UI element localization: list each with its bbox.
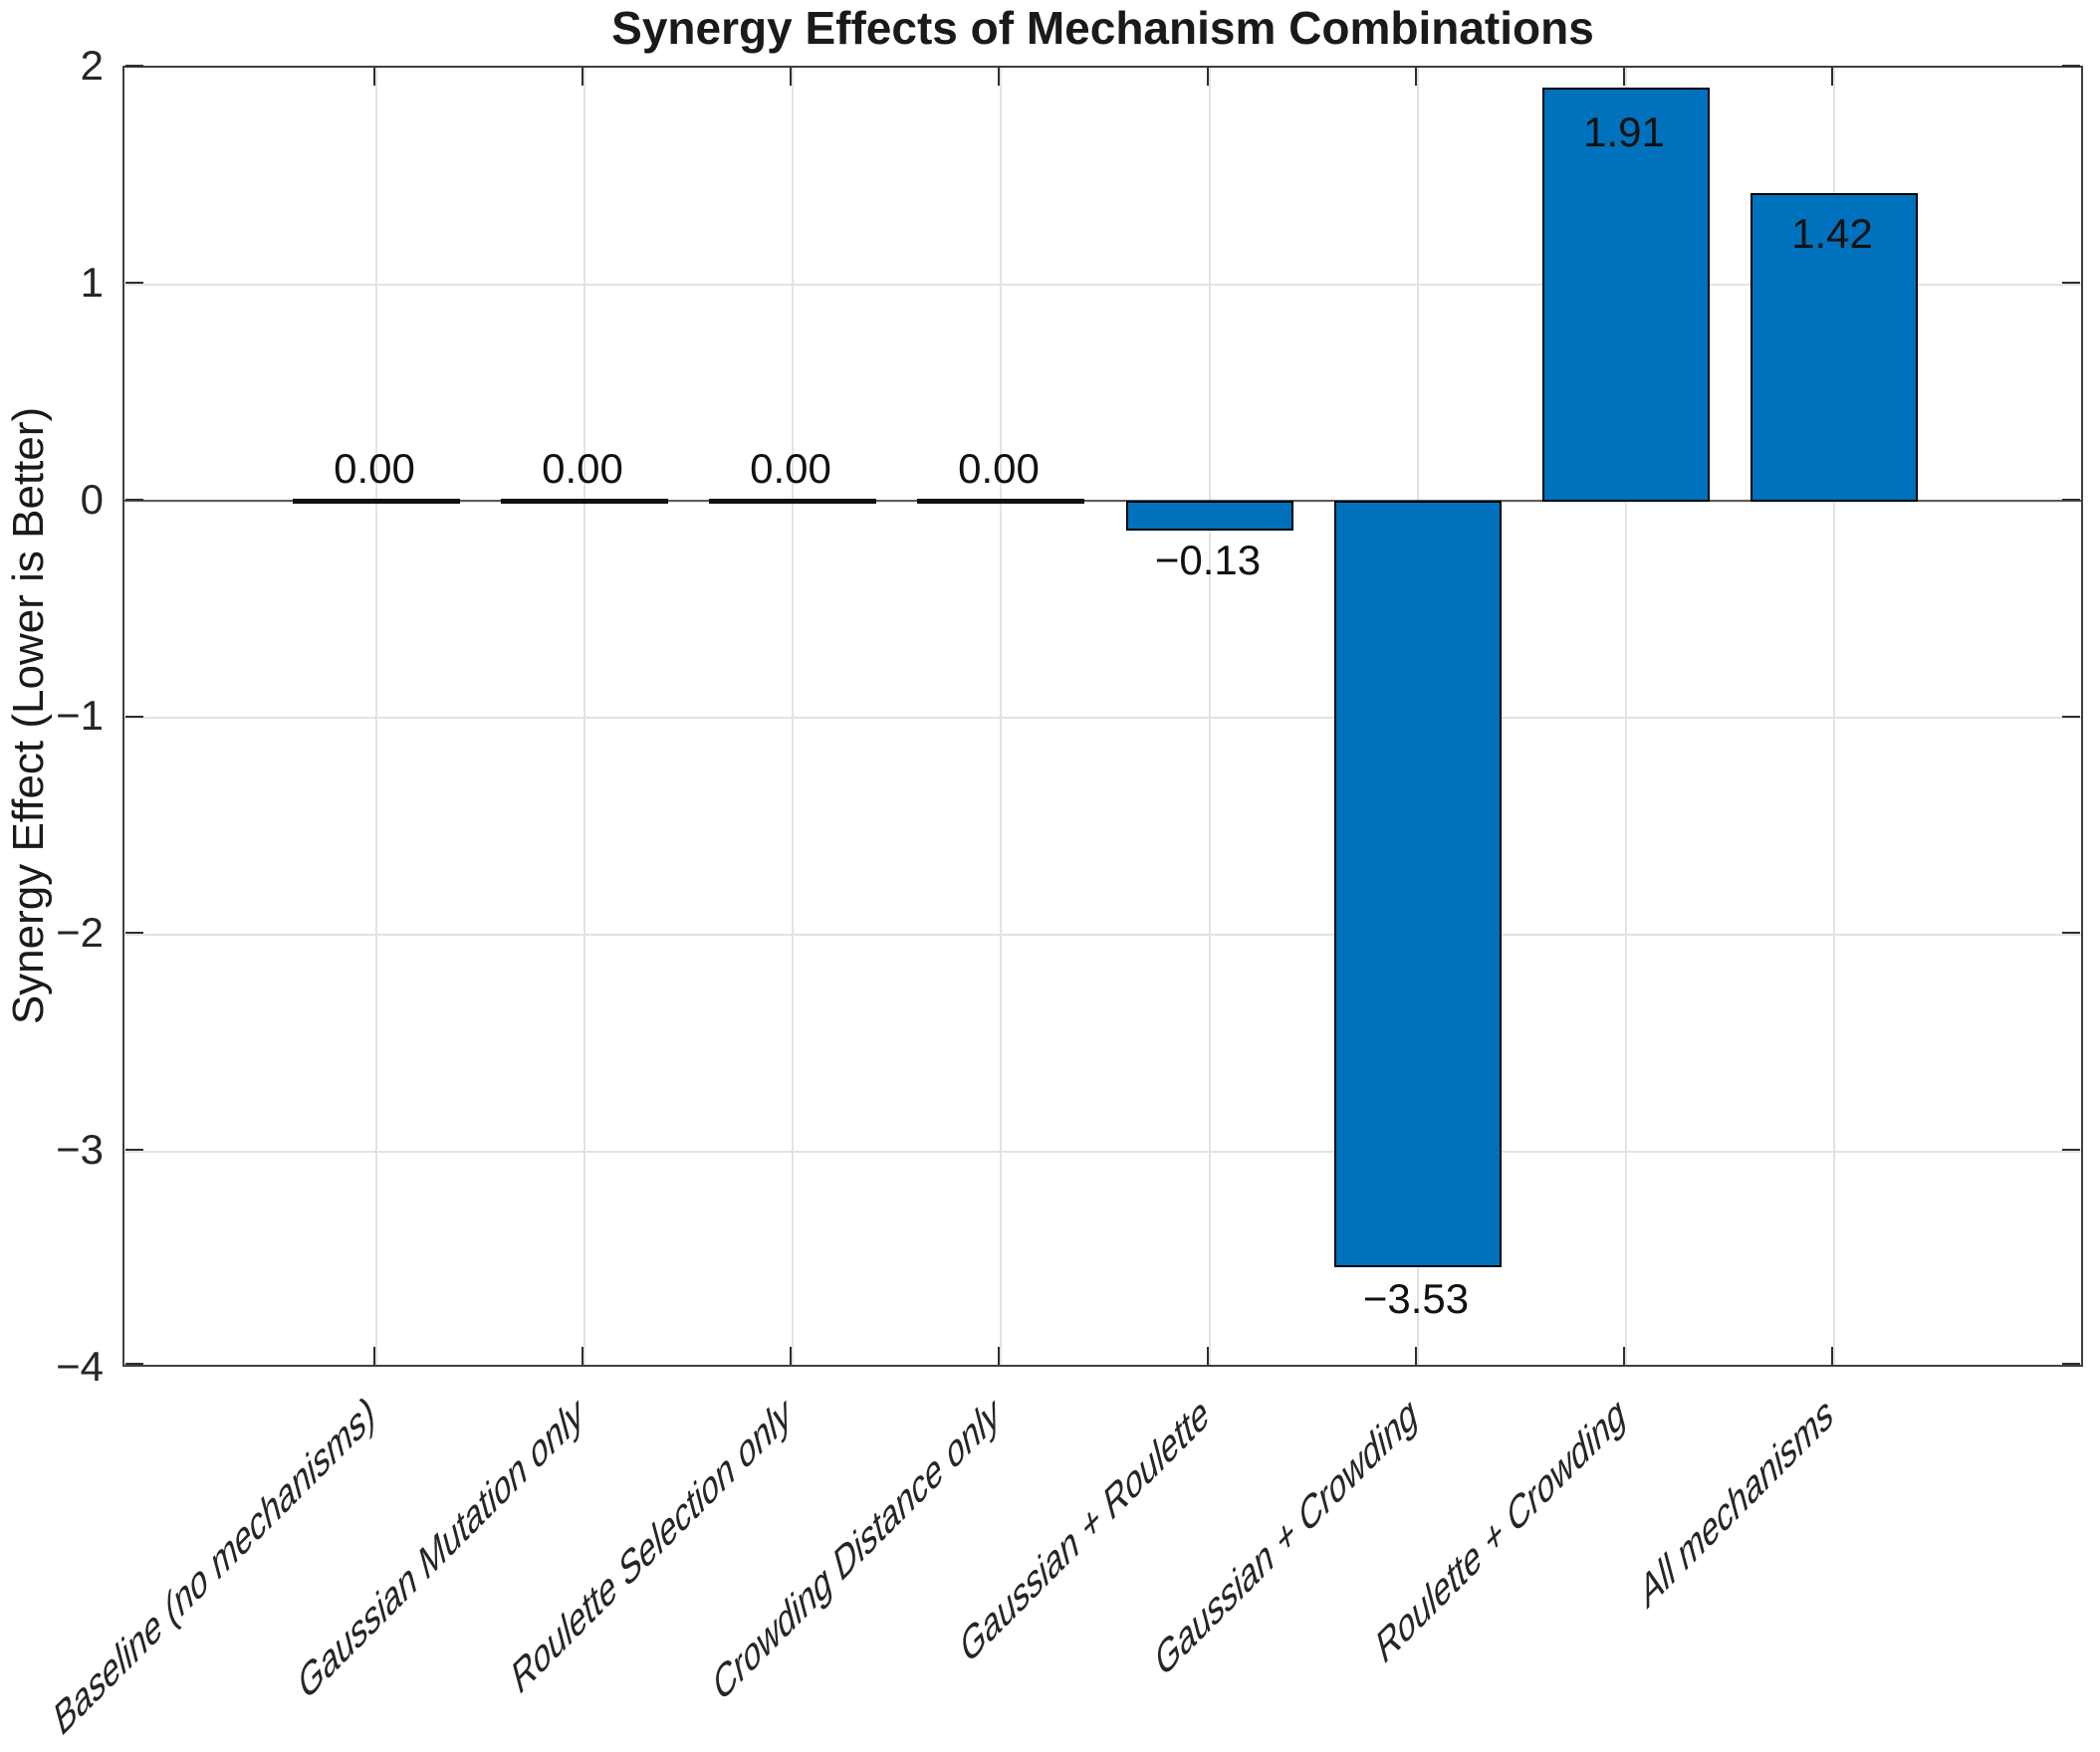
- gridline-h: [124, 717, 2081, 719]
- gridline-v: [1625, 68, 1627, 1365]
- axis-tick: [125, 716, 143, 718]
- gridline-v: [1833, 68, 1835, 1365]
- axis-tick: [125, 1149, 143, 1151]
- zero-baseline: [124, 500, 2081, 502]
- chart-title: Synergy Effects of Mechanism Combination…: [611, 2, 1594, 54]
- axis-tick: [125, 65, 143, 67]
- axis-tick: [373, 1347, 375, 1365]
- axis-tick: [998, 68, 1000, 86]
- y-tick-label: −3: [56, 1126, 104, 1173]
- bar-all-mechanisms: [1750, 193, 1918, 502]
- axis-tick: [2062, 65, 2080, 67]
- plot-area: [122, 66, 2083, 1367]
- bar-value-label: 0.00: [750, 445, 831, 492]
- axis-tick: [2062, 716, 2080, 718]
- gridline-v: [583, 68, 585, 1365]
- y-tick-label: −2: [56, 909, 104, 956]
- y-tick-label: −1: [56, 692, 104, 739]
- gridline-h: [124, 934, 2081, 936]
- bar-value-label: 1.42: [1791, 210, 1873, 257]
- bar-value-label: 0.00: [334, 445, 415, 492]
- axis-tick: [125, 932, 143, 934]
- gridline-v: [1209, 68, 1211, 1365]
- axis-tick: [2062, 1149, 2080, 1151]
- x-tick-label: Baseline (no mechanisms): [51, 1386, 379, 1748]
- gridline-v: [1000, 68, 1002, 1365]
- y-tick-label: 1: [80, 259, 104, 306]
- axis-tick: [2062, 932, 2080, 934]
- axis-tick: [373, 68, 375, 86]
- bar-value-label: −3.53: [1362, 1275, 1470, 1322]
- gridline-h: [124, 1151, 2081, 1153]
- axis-tick: [582, 68, 583, 86]
- axis-tick: [790, 1347, 792, 1365]
- bar-gaussian-plus-crowding: [1334, 501, 1502, 1267]
- bar-gaussian-plus-roulette: [1126, 501, 1293, 531]
- axis-tick: [125, 499, 143, 501]
- axis-tick: [2062, 282, 2080, 284]
- axis-tick: [125, 1363, 143, 1365]
- bar-crowding-distance-only: [917, 499, 1084, 504]
- x-tick-label: All mechanisms: [1636, 1386, 1837, 1620]
- y-tick-label: −4: [56, 1343, 104, 1390]
- y-tick-label: 2: [80, 42, 104, 89]
- axis-tick: [1831, 68, 1833, 86]
- bar-value-label: −0.13: [1154, 537, 1262, 583]
- axis-tick: [1207, 68, 1209, 86]
- y-tick-label: 0: [80, 476, 104, 523]
- axis-tick: [790, 68, 792, 86]
- bar-value-label: 0.00: [542, 445, 623, 492]
- gridline-h: [124, 501, 2081, 503]
- axis-tick: [1207, 1347, 1209, 1365]
- bar-value-label: 1.91: [1583, 109, 1665, 155]
- gridline-v: [792, 68, 794, 1365]
- bar-gaussian-mutation-only: [501, 499, 668, 504]
- axis-tick: [2062, 499, 2080, 501]
- bar-value-label: 0.00: [958, 445, 1040, 492]
- axis-tick: [125, 282, 143, 284]
- axis-tick: [998, 1347, 1000, 1365]
- bar-roulette-plus-crowding: [1542, 88, 1710, 502]
- axis-tick: [582, 1347, 583, 1365]
- bar-roulette-selection-only: [709, 499, 876, 504]
- axis-tick: [1623, 68, 1625, 86]
- axis-tick: [1623, 1347, 1625, 1365]
- axis-tick: [1831, 1347, 1833, 1365]
- bar-baseline-no-mechanisms: [293, 499, 460, 504]
- gridline-h: [124, 284, 2081, 286]
- axis-tick: [2062, 1363, 2080, 1365]
- axis-tick: [1415, 68, 1417, 86]
- axis-tick: [1415, 1347, 1417, 1365]
- gridline-v: [375, 68, 377, 1365]
